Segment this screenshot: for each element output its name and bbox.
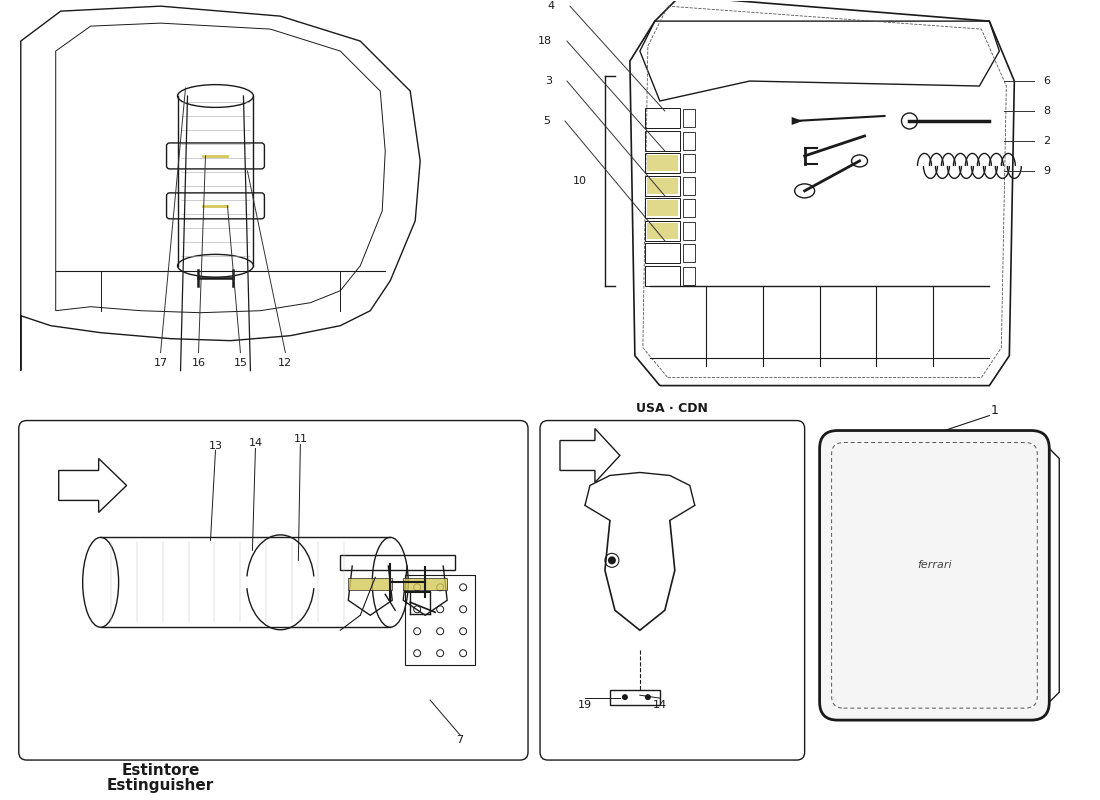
Polygon shape	[58, 458, 126, 513]
Text: 4: 4	[548, 1, 556, 11]
Bar	[645, 198, 680, 218]
Circle shape	[608, 556, 616, 564]
Bar	[683, 154, 695, 173]
Bar	[647, 222, 678, 239]
Text: 8: 8	[1043, 106, 1050, 116]
Bar	[645, 221, 680, 241]
Bar	[340, 555, 455, 570]
Bar	[404, 578, 447, 590]
Bar	[683, 266, 695, 285]
Text: 14: 14	[652, 700, 667, 710]
Text: 10: 10	[573, 176, 587, 186]
Bar	[683, 244, 695, 262]
Text: 11: 11	[294, 434, 307, 443]
Circle shape	[621, 694, 628, 700]
Bar	[647, 178, 678, 194]
Text: Estintore: Estintore	[121, 762, 200, 778]
Text: 13: 13	[209, 441, 222, 450]
Text: 19: 19	[578, 700, 592, 710]
Bar	[683, 222, 695, 240]
Text: 17: 17	[154, 358, 167, 368]
Text: 1: 1	[990, 404, 999, 417]
Polygon shape	[560, 429, 620, 482]
Bar	[645, 130, 680, 151]
Bar	[349, 578, 393, 590]
Bar	[683, 177, 695, 195]
Bar	[645, 266, 680, 286]
Text: 18: 18	[538, 36, 552, 46]
Bar	[683, 199, 695, 218]
Text: 3: 3	[544, 76, 552, 86]
Text: 9: 9	[1043, 166, 1050, 176]
Text: 14: 14	[249, 438, 263, 447]
Text: USA · CDN: USA · CDN	[637, 402, 708, 415]
Bar	[647, 200, 678, 216]
Bar	[683, 110, 695, 127]
Text: Estinguisher: Estinguisher	[107, 778, 214, 793]
Bar	[645, 153, 680, 174]
Text: 2: 2	[1043, 136, 1050, 146]
Bar	[645, 176, 680, 196]
Polygon shape	[792, 117, 803, 125]
Bar	[647, 155, 678, 171]
Text: 5: 5	[543, 116, 550, 126]
Circle shape	[645, 694, 651, 700]
FancyBboxPatch shape	[820, 430, 1049, 720]
Text: 16: 16	[191, 358, 206, 368]
Text: 12: 12	[278, 358, 293, 368]
Bar	[645, 108, 680, 129]
Text: 6: 6	[1043, 76, 1050, 86]
Bar	[405, 575, 475, 665]
Text: 15: 15	[233, 358, 248, 368]
Text: ferrari: ferrari	[917, 560, 952, 570]
Text: 7: 7	[456, 735, 464, 745]
Bar	[683, 132, 695, 150]
Bar	[645, 243, 680, 263]
